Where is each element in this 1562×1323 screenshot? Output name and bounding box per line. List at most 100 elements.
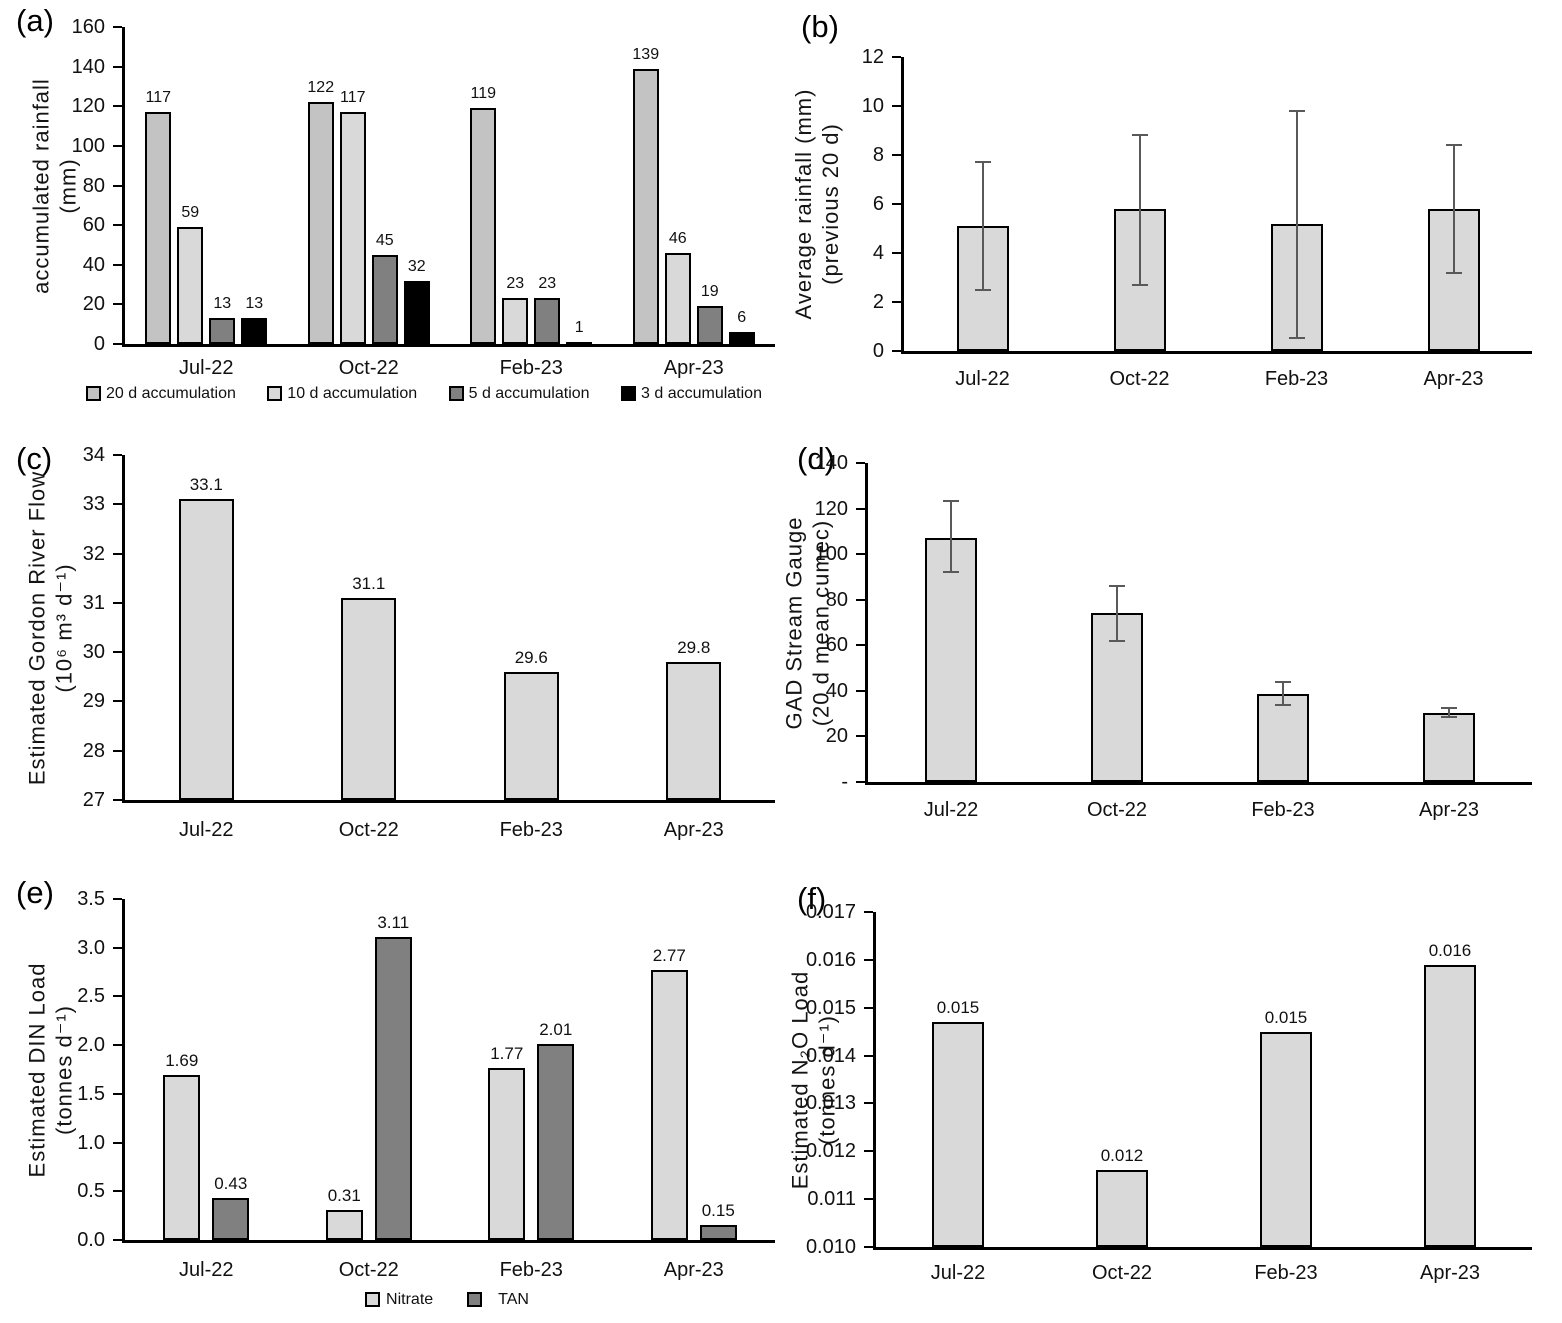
- y-tick-label: 0.012: [805, 1140, 856, 1163]
- y-tick-label: 20: [82, 293, 105, 316]
- category-label: Oct-22: [338, 1259, 399, 1281]
- plot-area-e: 0.0 0.5 1.0 1.5 2.0 2.5 3.0 3.5 1.69 0.31 1.77 2.77…: [77, 888, 775, 1281]
- error-bar-cap-bottom: [1288, 336, 1305, 339]
- y-tick-mark: [856, 781, 865, 783]
- y-tick-label: 80: [82, 174, 105, 197]
- data-label: 31.1: [352, 573, 386, 593]
- y-tick-label: 120: [814, 497, 848, 520]
- error-bar: [1452, 145, 1455, 273]
- y-tick-label: 0.5: [77, 1180, 105, 1203]
- data-label: 2.01: [539, 1020, 573, 1040]
- data-label: 0.43: [214, 1174, 248, 1194]
- y-tick-label: 31: [82, 591, 105, 614]
- data-label: 0.012: [1100, 1146, 1144, 1166]
- y-tick-mark: [113, 1141, 122, 1144]
- y-tick-mark: [856, 689, 865, 692]
- y-tick-label: 3.5: [77, 888, 105, 910]
- error-bar-cap-bottom: [1275, 703, 1291, 706]
- legend-item: 10 d accumulation: [267, 384, 417, 403]
- bar: [664, 252, 691, 344]
- panel-letter-c: (c): [16, 441, 53, 476]
- bar: [728, 332, 755, 344]
- category-label: Jul-22: [923, 799, 979, 821]
- y-tick-label: 10: [861, 95, 884, 117]
- y-tick-mark: [864, 1246, 873, 1248]
- category-label: Oct-22: [1109, 368, 1170, 390]
- error-bar: [1116, 586, 1118, 641]
- bar: [307, 102, 334, 344]
- bar: [212, 1198, 250, 1240]
- legend-item: TAN: [467, 1290, 529, 1309]
- y-tick-mark: [113, 1190, 122, 1193]
- data-label: 0.15: [701, 1201, 735, 1221]
- error-bar-cap-bottom: [1441, 716, 1457, 719]
- y-tick-mark: [892, 105, 901, 107]
- panel-e: (e) Estimated DIN Load (tonnes d⁻¹) 0.0 0…: [0, 860, 781, 1323]
- data-label: 46: [668, 229, 687, 247]
- category-label: Apr-23: [663, 1259, 724, 1281]
- error-bar: [1448, 707, 1450, 718]
- error-bar: [1295, 110, 1298, 338]
- data-label: 29.6: [514, 647, 548, 667]
- category-label: Apr-23: [1423, 368, 1484, 390]
- y-tick-label: 0.016: [805, 948, 856, 971]
- category-label: Apr-23: [663, 357, 724, 379]
- panel-d: (d) GAD Stream Gauge (20 d mean cumec) -…: [781, 430, 1562, 860]
- y-tick-mark: [892, 350, 901, 352]
- y-axis-title-b-line1: Average rainfall (mm): [791, 88, 816, 320]
- data-label: 0.31: [327, 1185, 361, 1205]
- data-label: 23: [538, 275, 557, 293]
- bar: [488, 1067, 526, 1240]
- y-tick-label: 2: [872, 291, 884, 313]
- legend-item: Nitrate: [365, 1290, 433, 1309]
- category-label: Jul-22: [179, 1259, 234, 1281]
- y-tick-label: 33: [82, 493, 105, 516]
- legend-label: Nitrate: [386, 1291, 434, 1308]
- y-tick-label: 12: [861, 46, 884, 68]
- y-tick-mark: [113, 995, 122, 998]
- panel-letter-a: (a): [16, 3, 54, 38]
- y-tick-label: 0: [93, 333, 105, 355]
- y-tick-mark: [113, 224, 122, 227]
- error-bar-cap-bottom: [1109, 639, 1125, 642]
- y-tick-label: 3.0: [77, 936, 105, 959]
- y-tick-label: 20: [825, 725, 848, 748]
- legend-label: 5 d accumulation: [468, 385, 590, 402]
- panel-a: (a) accumulated rainfall (mm) 0 20 40 60 80 1…: [0, 0, 781, 430]
- bar: [925, 538, 977, 782]
- error-bar-cap-top: [1131, 134, 1148, 137]
- error-bar-cap-bottom: [1445, 271, 1462, 274]
- y-tick-label: 8: [872, 144, 884, 166]
- y-tick-label: 40: [825, 679, 848, 702]
- y-tick-mark: [113, 105, 122, 108]
- category-label: Feb-23: [499, 819, 563, 841]
- bar: [178, 499, 234, 800]
- y-tick-mark: [864, 1006, 873, 1009]
- legend-label: 10 d accumulation: [287, 385, 418, 402]
- panel-f: (f) Estimated N₂O Load (tonnes d⁻¹) 0.01…: [781, 860, 1562, 1323]
- error-bar-cap-top: [1441, 706, 1457, 709]
- data-label: 0.015: [1264, 1007, 1308, 1027]
- plot-area-a: 0 20 40 60 80 100 120 140 160 117 122 119 139 59 117 23…: [72, 16, 775, 379]
- y-tick-mark: [113, 343, 122, 345]
- bar: [537, 1044, 575, 1240]
- error-bar-cap-top: [1445, 144, 1462, 147]
- bar: [1423, 712, 1475, 782]
- category-label: Oct-22: [1091, 1262, 1153, 1284]
- y-tick-mark: [113, 1239, 122, 1241]
- data-label: 0.016: [1428, 940, 1472, 960]
- data-label: 139: [632, 45, 660, 63]
- category-label: Oct-22: [338, 357, 399, 379]
- y-tick-label: 34: [82, 444, 105, 466]
- category-label: Oct-22: [338, 819, 399, 841]
- legend-marker-icon: [267, 386, 283, 401]
- error-bar-cap-top: [974, 161, 991, 164]
- y-tick-label: 6: [872, 193, 884, 215]
- bar: [699, 1225, 737, 1240]
- y-tick-mark: [113, 454, 122, 456]
- category-label: Jul-22: [179, 357, 234, 379]
- y-tick-mark: [113, 799, 122, 801]
- bar: [696, 306, 723, 344]
- legend-marker-icon: [86, 386, 101, 401]
- category-label: Apr-23: [663, 819, 724, 841]
